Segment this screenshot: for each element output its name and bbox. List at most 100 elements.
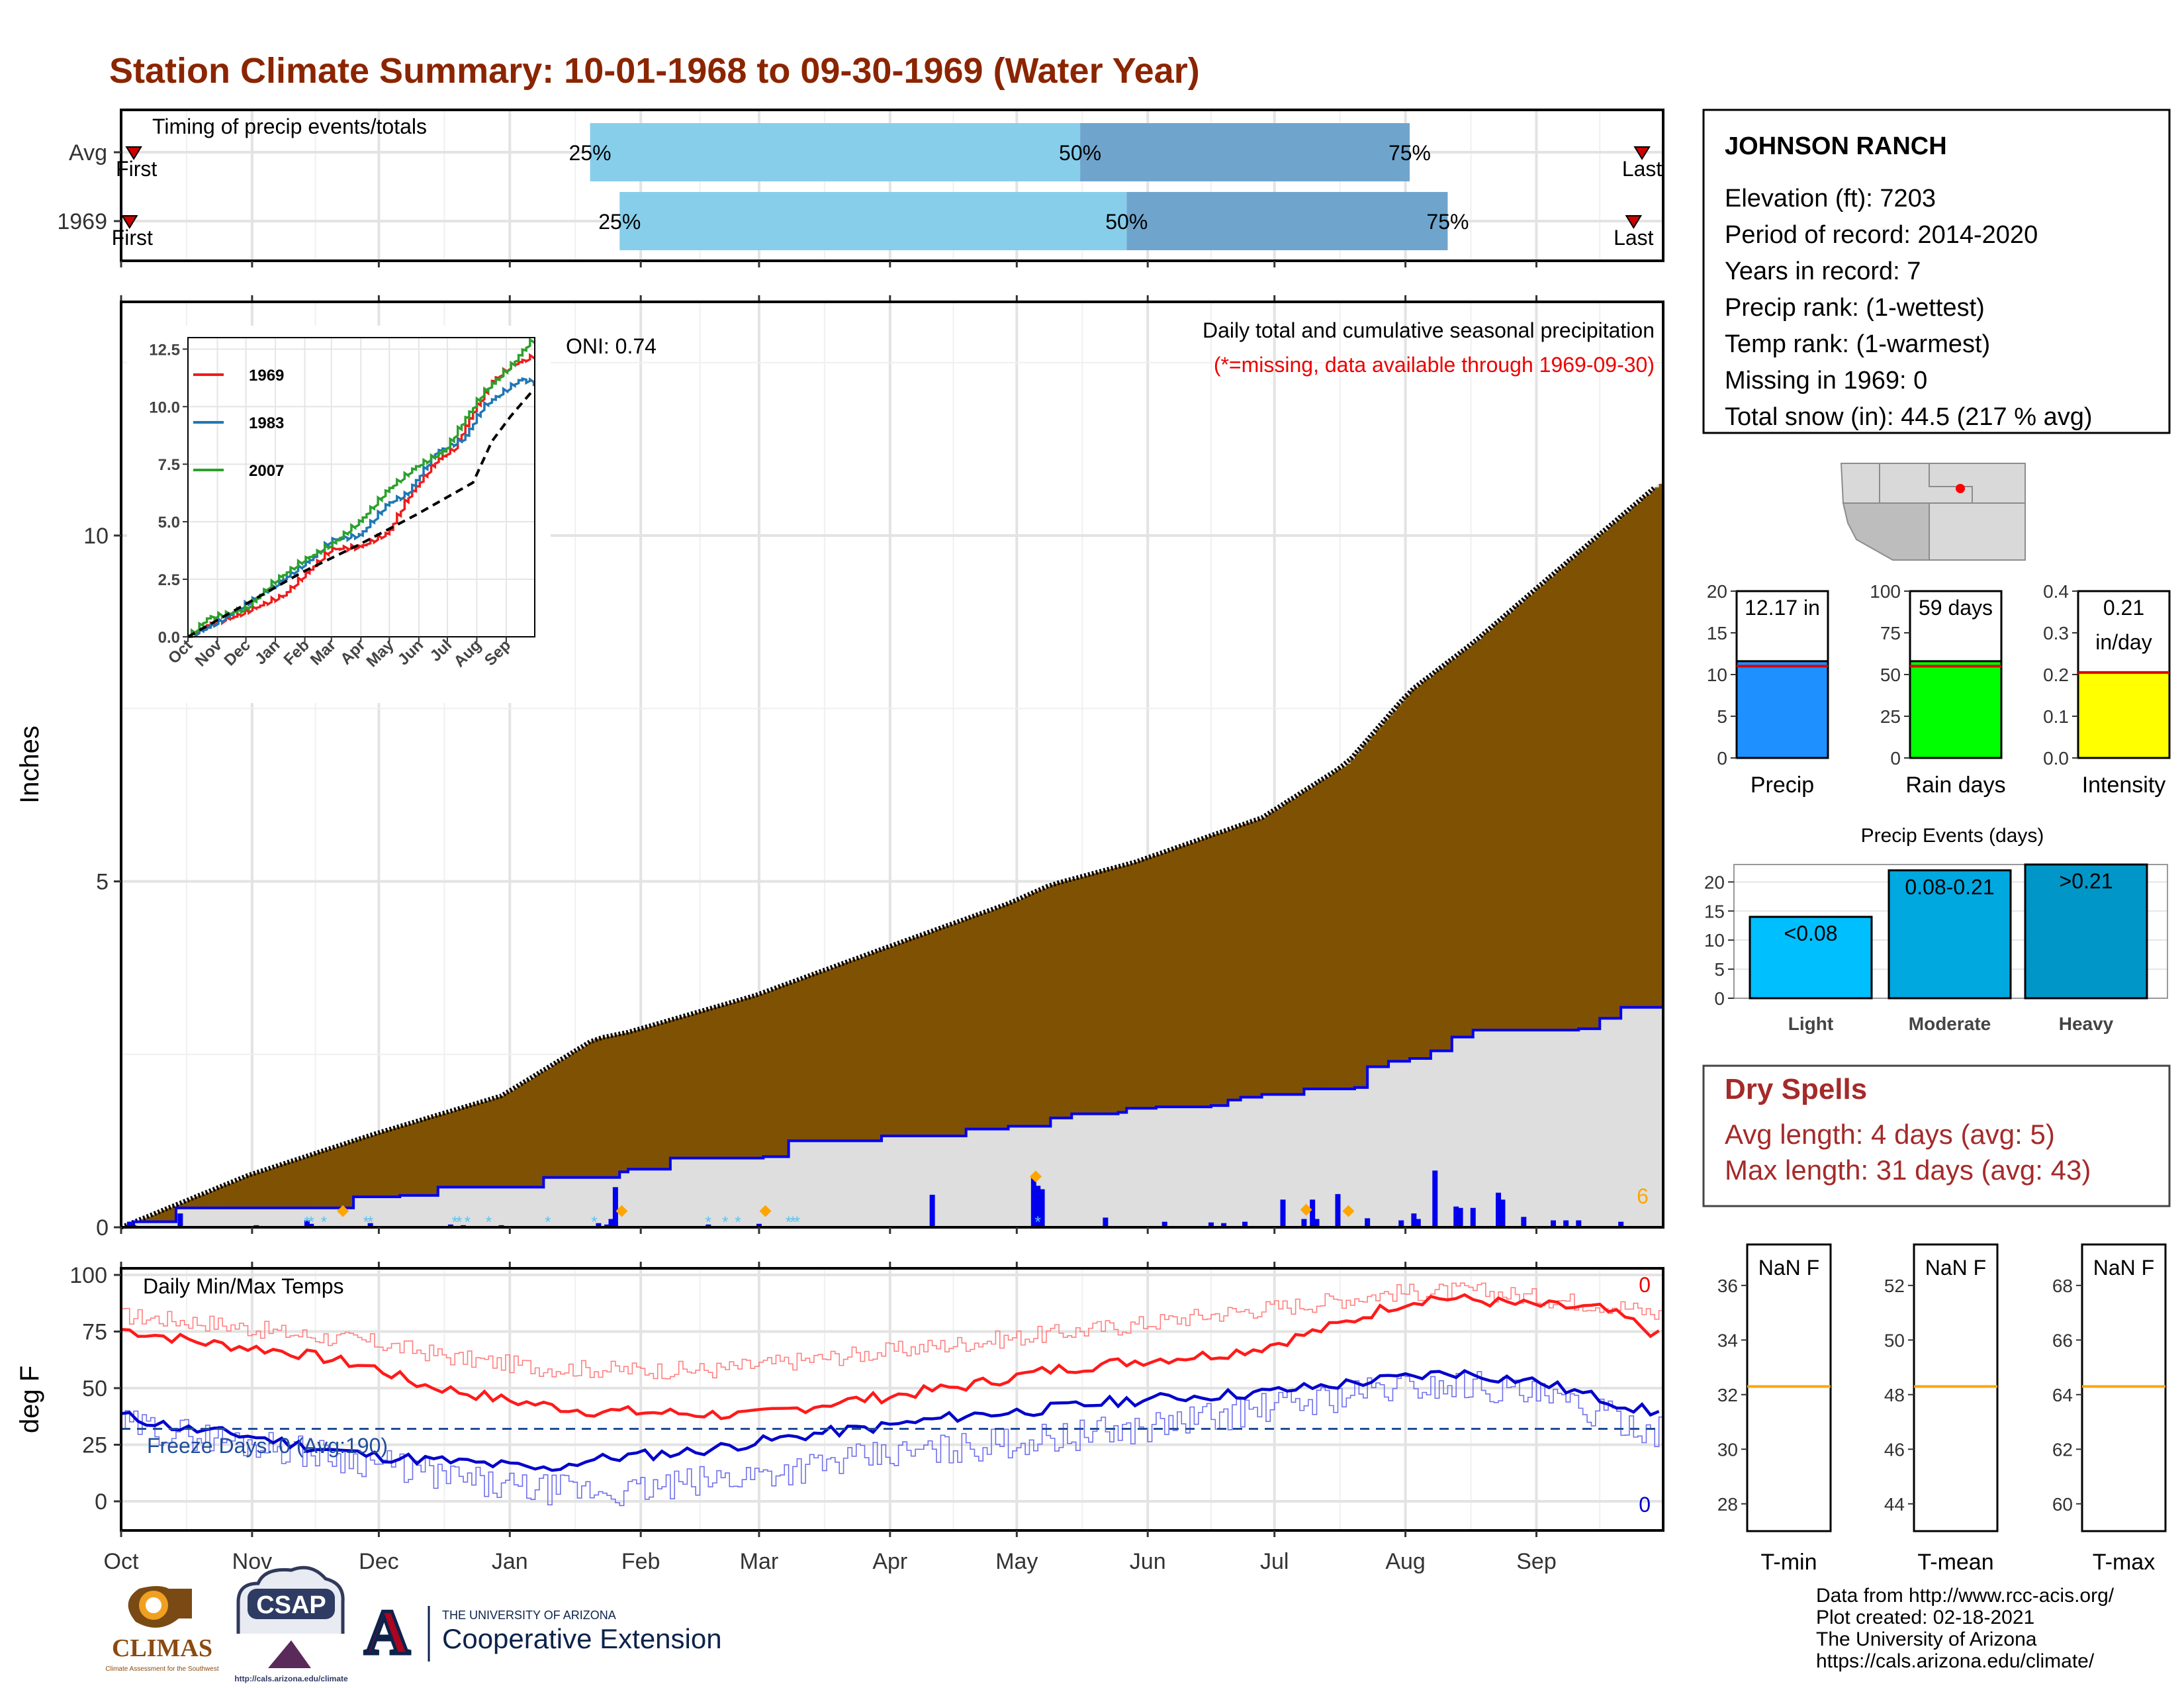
cumulative-diff-bar	[1405, 696, 1410, 1062]
cumulative-diff-bar	[1506, 614, 1512, 1031]
cumulative-diff-bar	[539, 1072, 544, 1188]
cumulative-diff-bar	[1261, 818, 1267, 1095]
cumulative-diff-bar	[847, 961, 852, 1141]
cumulative-diff-bar	[1616, 520, 1621, 1019]
month-label: May	[995, 1549, 1038, 1574]
cumulative-diff-bar	[1249, 822, 1254, 1098]
event-category-label: Light	[1788, 1013, 1833, 1034]
dry-spells-box: Dry Spells Avg length: 4 days (avg: 5) M…	[1702, 1064, 2171, 1207]
snow-asterisk: *	[545, 1213, 551, 1231]
cumulative-diff-bar	[1139, 861, 1144, 1109]
cumulative-diff-bar	[146, 1217, 152, 1222]
cumulative-diff-bar	[894, 945, 899, 1137]
cumulative-diff-bar	[1126, 864, 1132, 1109]
event-category-label: Moderate	[1909, 1013, 1991, 1034]
station-detail-line: Period of record: 2014-2020	[1725, 221, 2038, 249]
gauge-y-tick-label: 0.2	[2043, 665, 2069, 685]
events-y-tick-label: 10	[1704, 930, 1725, 951]
cumulative-diff-bar	[1642, 498, 1647, 1008]
cumulative-diff-bar	[932, 931, 937, 1137]
cumulative-diff-bar	[324, 1150, 329, 1208]
precip-y-label: Inches	[15, 726, 44, 804]
event-bar-light	[1749, 915, 1873, 1000]
precip-subtitle: Daily total and cumulative seasonal prec…	[1203, 318, 1655, 342]
cumulative-diff-bar	[1224, 831, 1229, 1106]
cumulative-diff-bar	[1012, 902, 1017, 1127]
climas-logo-center	[146, 1597, 161, 1613]
cumulative-diff-bar	[1038, 890, 1043, 1127]
cumulative-diff-bar	[446, 1112, 451, 1188]
freeze-days-label: Freeze Days: 0 (Avg:190)	[147, 1434, 388, 1458]
temp-gauge-value-label: NaN F	[1925, 1256, 1986, 1280]
daily-precip-bar	[1161, 1221, 1167, 1227]
cumulative-diff-bar	[831, 967, 836, 1141]
daily-precip-bar	[308, 1223, 314, 1227]
inset-y-tick-label: 2.5	[158, 571, 180, 589]
cumulative-diff-bar	[758, 994, 764, 1158]
temp-gauge-y-tick-label: 30	[1717, 1439, 1738, 1460]
cumulative-diff-bar	[1342, 766, 1347, 1089]
gauge-y-tick-label: 5	[1717, 706, 1727, 727]
cumulative-diff-bar	[902, 941, 907, 1137]
daily-precip-bar	[1030, 1175, 1036, 1227]
cumulative-diff-bar	[1498, 621, 1504, 1031]
cumulative-diff-bar	[944, 926, 950, 1137]
cumulative-diff-bar	[1046, 886, 1051, 1127]
cumulative-diff-bar	[746, 998, 751, 1158]
cumulative-diff-bar	[1325, 777, 1330, 1089]
snow-asterisk: *	[363, 1213, 369, 1231]
cumulative-diff-bar	[843, 962, 848, 1141]
cumulative-diff-bar	[492, 1098, 498, 1188]
cumulative-diff-bar	[1025, 896, 1030, 1127]
cumulative-diff-bar	[1591, 541, 1596, 1029]
cumulative-diff-bar	[1473, 642, 1478, 1031]
climas-logo: CLIMAS Climate Assessment for the Southw…	[105, 1581, 219, 1673]
timing-bar-50-75	[1126, 192, 1448, 250]
cumulative-diff-bar	[1490, 628, 1495, 1031]
month-label: Nov	[232, 1549, 272, 1574]
cumulative-diff-bar	[818, 972, 823, 1141]
cumulative-diff-bar	[285, 1162, 291, 1208]
cumulative-diff-bar	[1363, 744, 1368, 1088]
inset-y-tick-label: 12.5	[149, 341, 180, 359]
cumulative-diff-bar	[1375, 729, 1381, 1067]
inset-y-tick-label: 10.0	[149, 399, 180, 416]
cumulative-diff-bar	[1029, 894, 1034, 1127]
last-event-label: Last	[1622, 157, 1662, 181]
daily-precip-bar	[1415, 1219, 1421, 1227]
temp-gauge-y-tick-label: 28	[1717, 1494, 1738, 1515]
cumulative-diff-bar	[987, 911, 992, 1129]
gauge-y-tick-label: 75	[1880, 623, 1901, 643]
daily-precip-bar	[367, 1223, 373, 1227]
timing-pct-label: 75%	[1426, 210, 1469, 234]
last-event-marker	[1625, 215, 1643, 229]
cumulative-diff-bar	[171, 1206, 177, 1222]
daily-precip-bar	[1103, 1217, 1109, 1227]
cumulative-diff-bar	[1004, 905, 1009, 1129]
cumulative-diff-bar	[1553, 573, 1559, 1031]
cumulative-diff-bar	[1587, 545, 1592, 1029]
tmin-daily-line	[121, 1371, 1664, 1507]
cumulative-diff-bar	[463, 1107, 469, 1188]
month-label: Feb	[621, 1549, 660, 1574]
cumulative-diff-bar	[1633, 505, 1639, 1008]
cumulative-diff-bar	[1008, 903, 1013, 1127]
daily-precip-bar	[608, 1219, 614, 1227]
cumulative-diff-bar	[1524, 599, 1529, 1031]
cumulative-diff-bar	[248, 1175, 253, 1208]
event-bar-label: <0.08	[1784, 921, 1838, 945]
cumulative-diff-bar	[226, 1184, 232, 1208]
cumulative-diff-bar	[1021, 898, 1026, 1127]
cumulative-diff-bar	[1388, 715, 1394, 1062]
cumulative-diff-bar	[455, 1109, 460, 1188]
cumulative-diff-bar	[1574, 555, 1579, 1031]
cumulative-diff-bar	[978, 914, 983, 1129]
cumulative-diff-bar	[940, 927, 946, 1137]
cumulative-diff-bar	[1582, 548, 1588, 1029]
daily-precip-bar	[1453, 1206, 1459, 1227]
cumulative-diff-bar	[552, 1064, 557, 1178]
gauge-y-tick-label: 25	[1880, 706, 1901, 727]
cumulative-diff-bar	[1279, 807, 1284, 1095]
cumulative-diff-bar	[501, 1096, 506, 1188]
cumulative-diff-bar	[754, 995, 760, 1158]
